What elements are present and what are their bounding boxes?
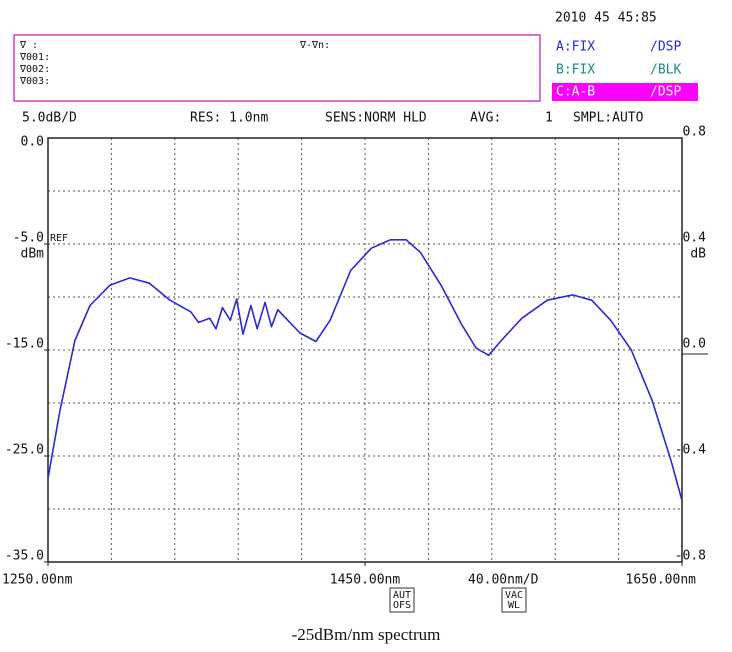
trace-name: A:FIX <box>556 40 595 55</box>
button-text: OFS <box>393 600 411 611</box>
marker: ∇ : <box>19 40 38 51</box>
y2-tick-label: -0.8 <box>675 549 706 564</box>
status: 1 <box>545 111 553 126</box>
caption: -25dBm/nm spectrum <box>292 625 441 644</box>
y-tick-label: -35.0 <box>5 549 44 564</box>
trace-mode: /BLK <box>650 63 681 78</box>
y2-tick-label: 0.4 <box>683 231 707 246</box>
marker-diff: ∇-∇n: <box>299 40 330 51</box>
status: SENS:NORM HLD <box>325 111 427 126</box>
span-label: 40.00nm/D <box>468 573 539 588</box>
y-unit: dBm <box>21 247 45 262</box>
status: SMPL:AUTO <box>573 111 644 126</box>
y-tick-label: -5.0 <box>13 231 44 246</box>
trace-name: B:FIX <box>556 63 595 78</box>
trace-mode: /DSP <box>650 40 681 55</box>
y2-unit: dB <box>690 247 706 262</box>
trace-name: C:A-B <box>556 85 595 100</box>
y2-tick-label: 0.0 <box>683 337 706 352</box>
marker: ∇003: <box>19 76 50 87</box>
button-text: WL <box>508 600 520 611</box>
marker: ∇002: <box>19 64 50 75</box>
x-tick-label: 1250.00nm <box>2 573 73 588</box>
trace-highlight <box>552 83 698 101</box>
status: AVG: <box>470 111 501 126</box>
x-tick-label: 1650.00nm <box>626 573 697 588</box>
marker-box <box>13 34 541 102</box>
y-top-label: 0.0 <box>21 135 44 150</box>
button-text: AUT <box>393 590 411 601</box>
button-frame <box>389 587 415 613</box>
y-tick-label: -15.0 <box>5 337 44 352</box>
status: RES: 1.0nm <box>190 111 268 126</box>
y-tick-label: -25.0 <box>5 443 44 458</box>
marker: ∇001: <box>19 52 50 63</box>
y2-tick-label: -0.4 <box>675 443 706 458</box>
button-text: VAC <box>505 590 523 601</box>
status: 5.0dB/D <box>22 111 77 126</box>
datetime: 2010 45 45:85 <box>555 11 657 26</box>
button-frame <box>501 587 527 613</box>
y2-tick-label: 0.8 <box>683 125 706 140</box>
spectrum-line <box>47 239 683 501</box>
trace-mode: /DSP <box>650 85 681 100</box>
x-tick-label: 1450.00nm <box>330 573 401 588</box>
ref-label: REF <box>50 233 68 244</box>
